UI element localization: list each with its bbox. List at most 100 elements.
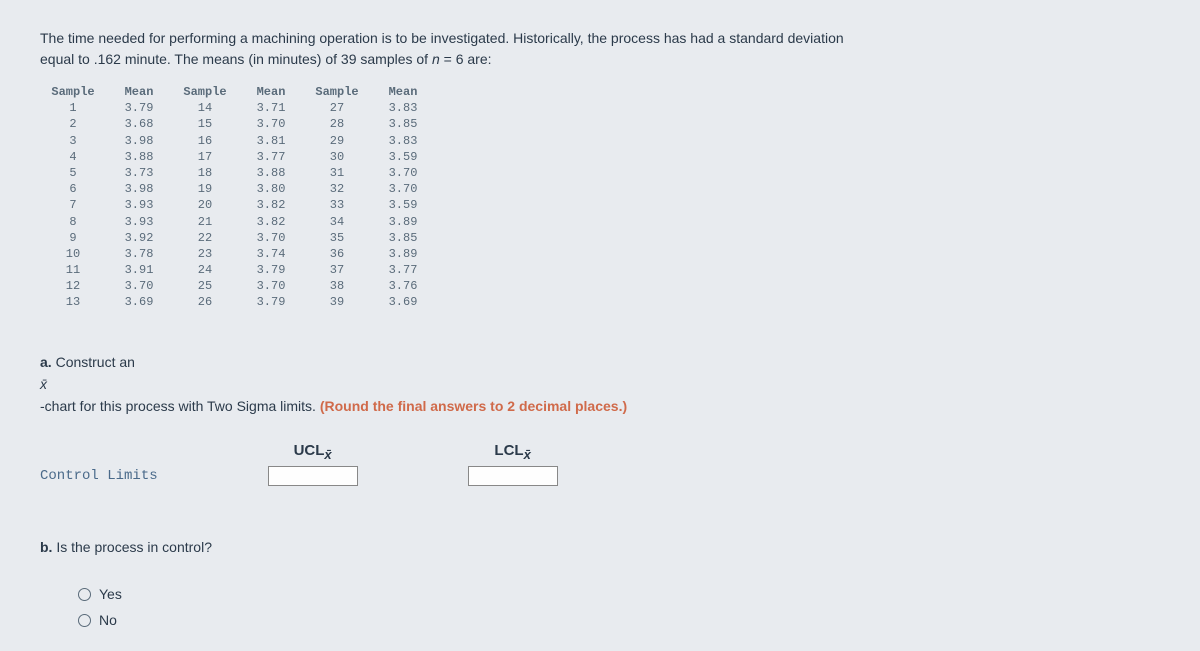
table-row: 133.69263.79393.69 xyxy=(40,294,1160,310)
control-limits-section: Control Limits UCLx̄ LCLx̄ xyxy=(40,442,1160,486)
problem-statement: The time needed for performing a machini… xyxy=(40,28,1160,70)
ucl-label: UCLx̄ xyxy=(294,442,332,462)
table-cell: 3.79 xyxy=(106,100,172,116)
table-cell: 3.70 xyxy=(106,278,172,294)
table-cell: 3.85 xyxy=(370,230,436,246)
part-a-label: a. xyxy=(40,354,52,370)
table-cell: 2 xyxy=(40,116,106,132)
radio-icon xyxy=(78,614,91,627)
table-cell: 17 xyxy=(172,149,238,165)
col-header: Sample xyxy=(40,84,106,100)
round-note: (Round the final answers to 2 decimal pl… xyxy=(320,398,627,414)
table-cell: 3.70 xyxy=(370,181,436,197)
table-cell: 3.89 xyxy=(370,246,436,262)
table-cell: 38 xyxy=(304,278,370,294)
table-cell: 3.77 xyxy=(370,262,436,278)
table-cell: 3.91 xyxy=(106,262,172,278)
sample-data-table: Sample Mean Sample Mean Sample Mean 13.7… xyxy=(40,84,1160,311)
table-cell: 3.88 xyxy=(238,165,304,181)
table-cell: 3.79 xyxy=(238,262,304,278)
part-b: b. Is the process in control? Yes No xyxy=(40,536,1160,628)
table-cell: 3.82 xyxy=(238,214,304,230)
table-cell: 18 xyxy=(172,165,238,181)
table-cell: 3.83 xyxy=(370,133,436,149)
part-b-text: Is the process in control? xyxy=(52,539,212,555)
table-cell: 3.79 xyxy=(238,294,304,310)
table-cell: 3.78 xyxy=(106,246,172,262)
option-no[interactable]: No xyxy=(78,612,1160,628)
table-body: 13.79143.71273.8323.68153.70283.8533.981… xyxy=(40,100,1160,310)
table-cell: 11 xyxy=(40,262,106,278)
table-cell: 3.81 xyxy=(238,133,304,149)
table-cell: 34 xyxy=(304,214,370,230)
n-symbol: n xyxy=(432,51,440,67)
table-cell: 3 xyxy=(40,133,106,149)
table-cell: 22 xyxy=(172,230,238,246)
part-b-label: b. xyxy=(40,539,52,555)
table-cell: 3.98 xyxy=(106,181,172,197)
table-row: 113.91243.79373.77 xyxy=(40,262,1160,278)
table-cell: 1 xyxy=(40,100,106,116)
table-cell: 39 xyxy=(304,294,370,310)
table-cell: 36 xyxy=(304,246,370,262)
table-cell: 3.82 xyxy=(238,197,304,213)
table-cell: 3.93 xyxy=(106,197,172,213)
table-cell: 25 xyxy=(172,278,238,294)
col-header: Sample xyxy=(304,84,370,100)
lcl-input[interactable] xyxy=(468,466,558,486)
table-cell: 3.93 xyxy=(106,214,172,230)
table-cell: 15 xyxy=(172,116,238,132)
table-row: 103.78233.74363.89 xyxy=(40,246,1160,262)
option-yes[interactable]: Yes xyxy=(78,586,1160,602)
col-header: Mean xyxy=(370,84,436,100)
table-cell: 3.71 xyxy=(238,100,304,116)
table-cell: 9 xyxy=(40,230,106,246)
table-cell: 3.70 xyxy=(238,116,304,132)
table-cell: 35 xyxy=(304,230,370,246)
table-cell: 3.88 xyxy=(106,149,172,165)
table-row: 53.73183.88313.70 xyxy=(40,165,1160,181)
lcl-column: LCLx̄ xyxy=(468,442,558,486)
table-cell: 12 xyxy=(40,278,106,294)
table-cell: 30 xyxy=(304,149,370,165)
table-cell: 5 xyxy=(40,165,106,181)
table-cell: 32 xyxy=(304,181,370,197)
table-cell: 3.89 xyxy=(370,214,436,230)
table-cell: 3.74 xyxy=(238,246,304,262)
option-yes-label: Yes xyxy=(99,586,122,602)
ucl-column: UCLx̄ xyxy=(268,442,358,486)
table-cell: 4 xyxy=(40,149,106,165)
intro-line1: The time needed for performing a machini… xyxy=(40,30,844,46)
table-row: 83.93213.82343.89 xyxy=(40,214,1160,230)
table-cell: 31 xyxy=(304,165,370,181)
table-cell: 14 xyxy=(172,100,238,116)
table-cell: 24 xyxy=(172,262,238,278)
table-cell: 20 xyxy=(172,197,238,213)
table-cell: 16 xyxy=(172,133,238,149)
table-cell: 3.83 xyxy=(370,100,436,116)
lcl-label: LCLx̄ xyxy=(494,442,530,462)
table-cell: 8 xyxy=(40,214,106,230)
radio-options: Yes No xyxy=(78,586,1160,628)
intro-line2a: equal to .162 minute. The means (in minu… xyxy=(40,51,432,67)
table-cell: 33 xyxy=(304,197,370,213)
table-row: 123.70253.70383.76 xyxy=(40,278,1160,294)
part-a-text1: Construct an xyxy=(52,354,135,370)
table-cell: 3.68 xyxy=(106,116,172,132)
table-row: 33.98163.81293.83 xyxy=(40,133,1160,149)
control-limits-label: Control Limits xyxy=(40,442,158,484)
table-header-row: Sample Mean Sample Mean Sample Mean xyxy=(40,84,1160,100)
table-row: 63.98193.80323.70 xyxy=(40,181,1160,197)
table-cell: 3.73 xyxy=(106,165,172,181)
table-cell: 3.70 xyxy=(370,165,436,181)
table-row: 73.93203.82333.59 xyxy=(40,197,1160,213)
ucl-input[interactable] xyxy=(268,466,358,486)
table-cell: 27 xyxy=(304,100,370,116)
table-cell: 37 xyxy=(304,262,370,278)
intro-line2b: = 6 are: xyxy=(440,51,492,67)
table-cell: 3.59 xyxy=(370,149,436,165)
part-a-text2: -chart for this process with Two Sigma l… xyxy=(40,398,320,414)
table-cell: 3.70 xyxy=(238,230,304,246)
table-cell: 3.98 xyxy=(106,133,172,149)
table-cell: 3.69 xyxy=(106,294,172,310)
